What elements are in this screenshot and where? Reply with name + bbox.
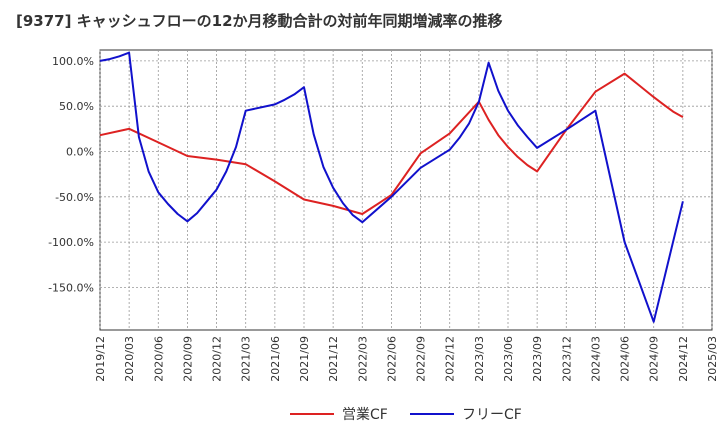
legend-swatch-free-cf [410, 413, 454, 415]
y-tick-label: 100.0% [52, 55, 94, 68]
x-tick-label: 2023/06 [502, 336, 515, 382]
x-tick-label: 2025/03 [706, 336, 719, 382]
legend-swatch-operating-cf [290, 413, 334, 415]
x-tick-label: 2023/12 [560, 336, 573, 382]
x-tick-label: 2020/12 [211, 336, 224, 382]
x-tick-label: 2024/03 [589, 336, 602, 382]
legend-label-free-cf: フリーCF [462, 407, 522, 423]
y-tick-label: -150.0% [48, 281, 94, 294]
y-tick-label: -100.0% [48, 236, 94, 249]
x-tick-label: 2019/12 [94, 336, 107, 382]
x-tick-label: 2021/03 [240, 336, 253, 382]
x-tick-label: 2024/06 [619, 336, 632, 382]
legend-item-operating-cf: 営業CF [290, 402, 388, 426]
x-tick-label: 2022/03 [356, 336, 369, 382]
series-line-free-cf [99, 51, 684, 323]
x-tick-label: 2022/12 [444, 336, 457, 382]
x-tick-label: 2020/09 [181, 336, 194, 382]
y-tick-label: 50.0% [59, 100, 94, 113]
legend-label-operating-cf: 営業CF [342, 407, 388, 423]
y-tick-label: 0.0% [66, 145, 94, 158]
x-tick-label: 2024/12 [677, 336, 690, 382]
x-tick-label: 2021/06 [269, 336, 282, 382]
plot-frame [99, 49, 713, 331]
y-tick-label: -50.0% [55, 191, 94, 204]
chart-title: [9377] キャッシュフローの12か月移動合計の対前年同期増減率の推移 [16, 12, 503, 30]
x-tick-label: 2020/06 [152, 336, 165, 382]
legend-item-free-cf: フリーCF [410, 402, 522, 426]
x-tick-label: 2023/03 [473, 336, 486, 382]
x-tick-label: 2023/09 [531, 336, 544, 382]
x-tick-label: 2022/09 [415, 336, 428, 382]
legend: 営業CF フリーCF [0, 402, 720, 426]
x-tick-label: 2020/03 [123, 336, 136, 382]
x-tick-label: 2024/09 [648, 336, 661, 382]
x-tick-label: 2022/06 [385, 336, 398, 382]
x-tick-label: 2021/12 [327, 336, 340, 382]
x-tick-label: 2021/09 [298, 336, 311, 382]
